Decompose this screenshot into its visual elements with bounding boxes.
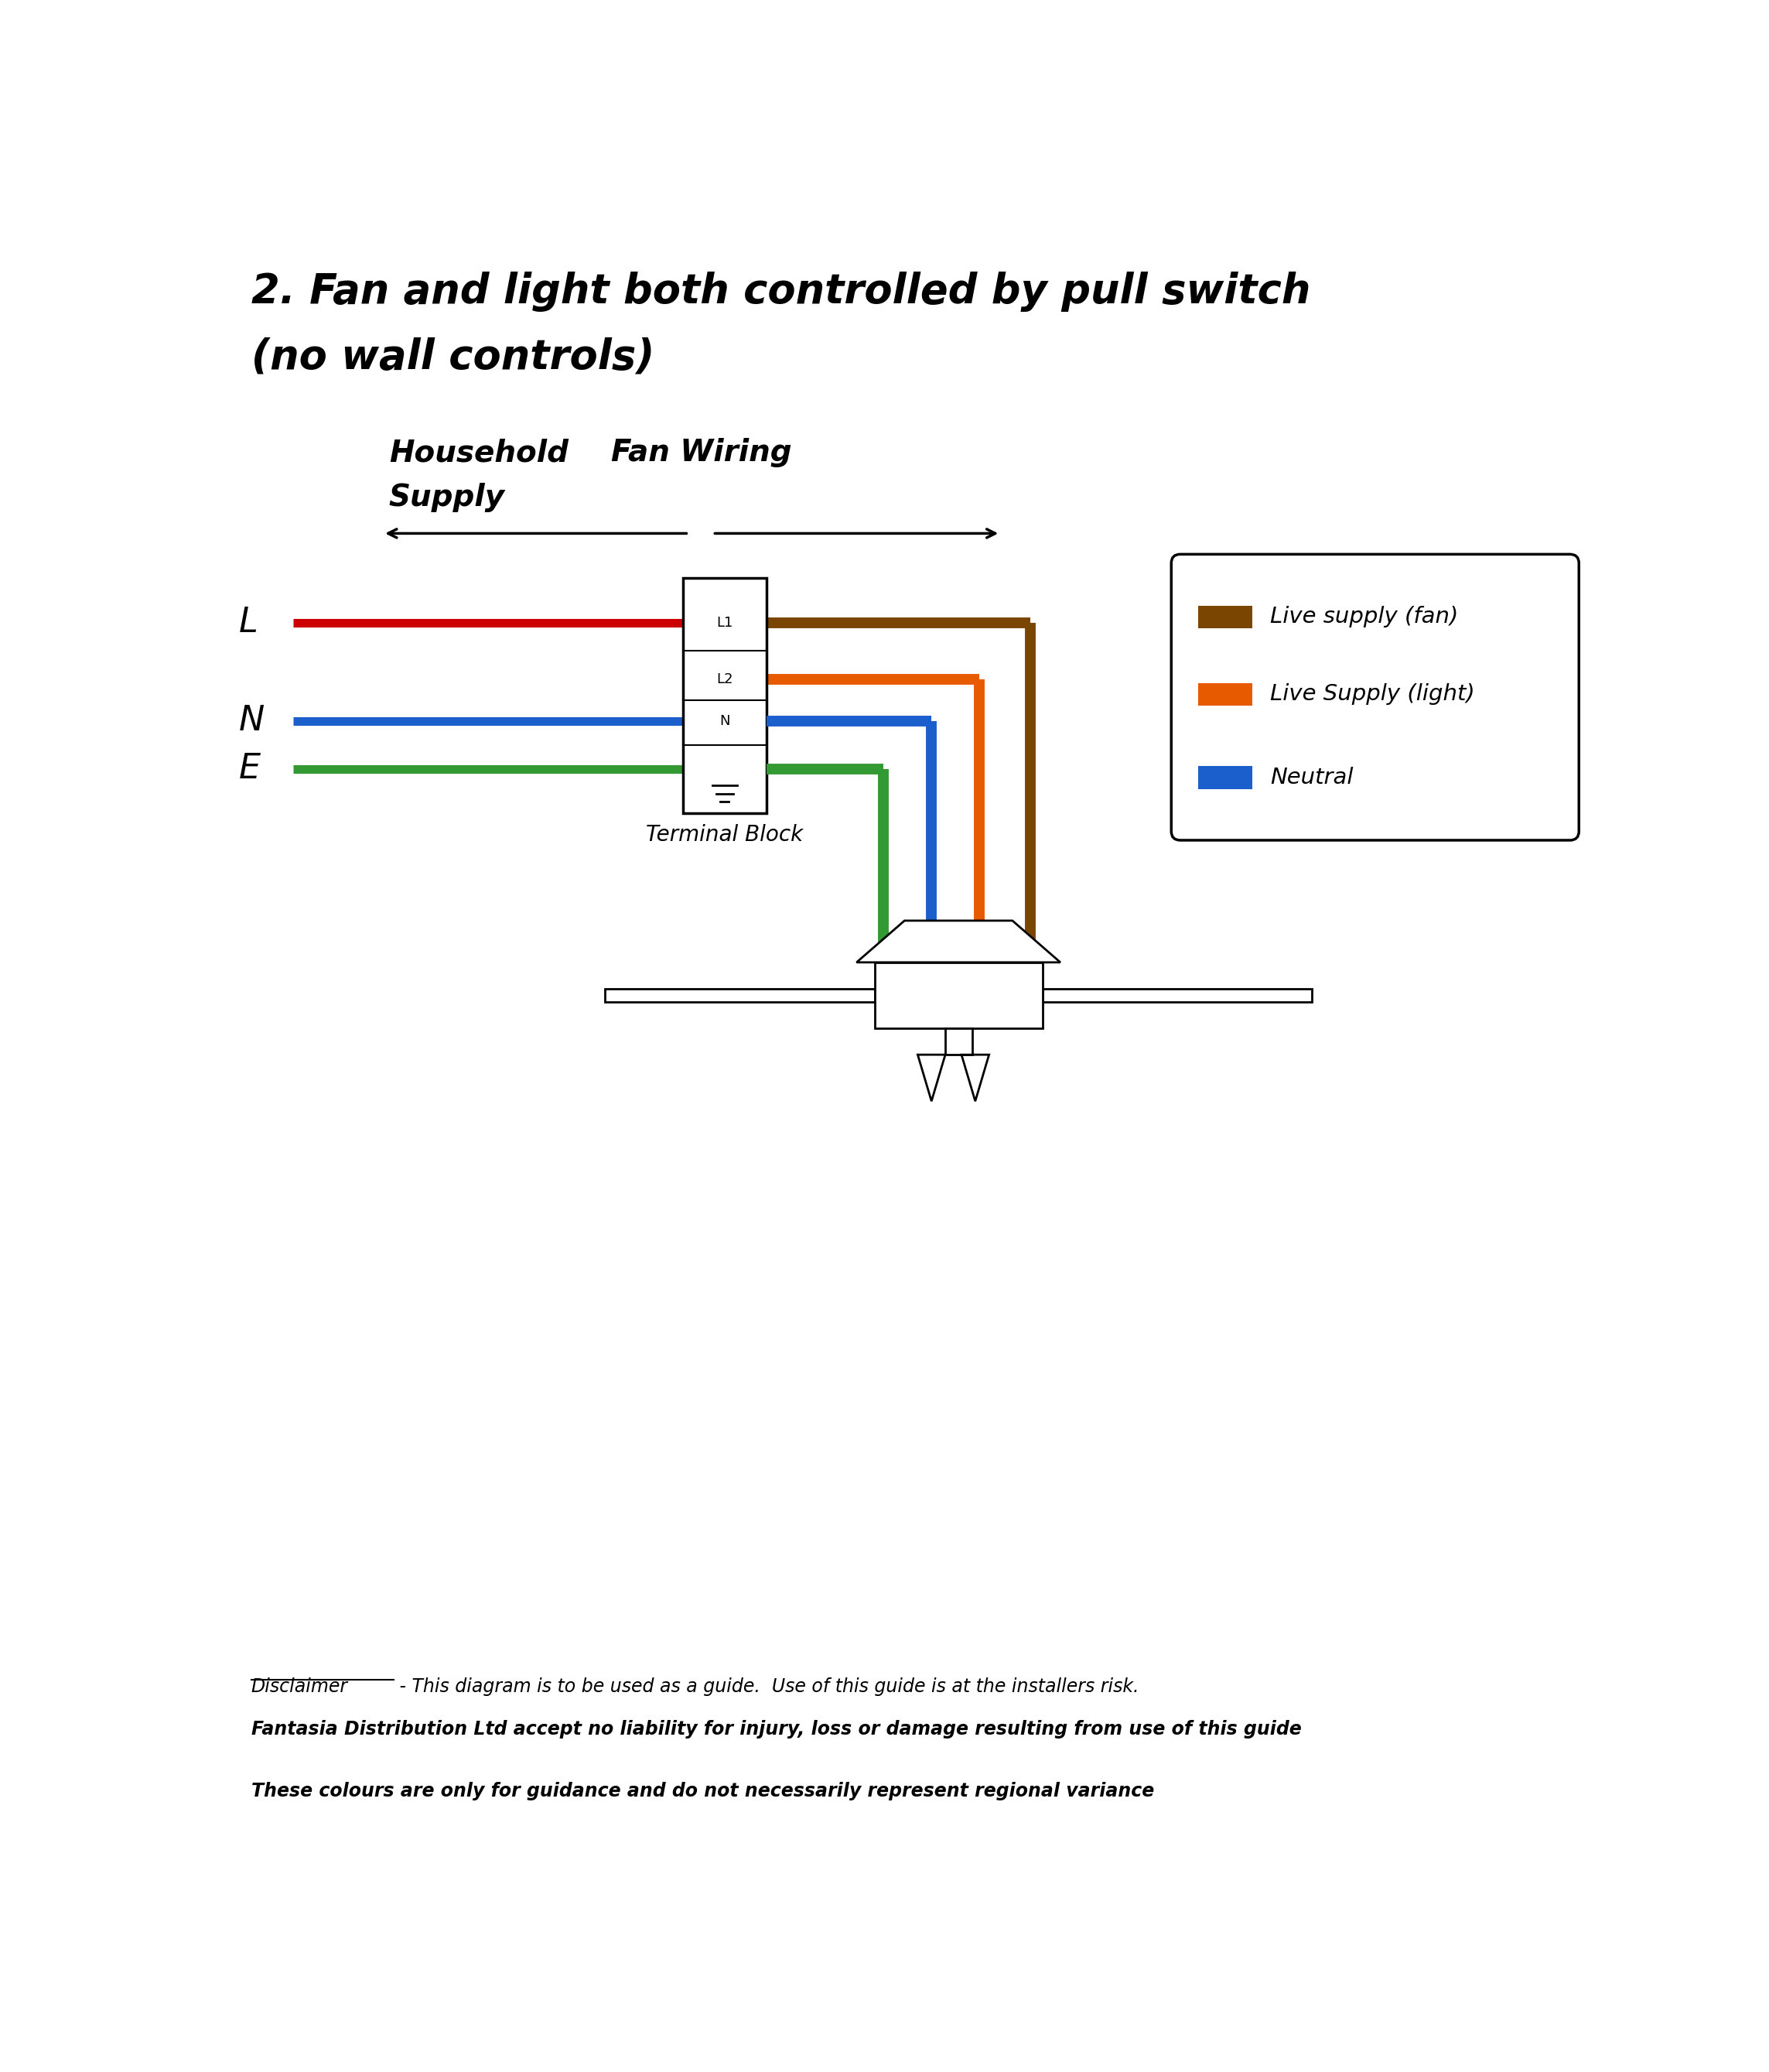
Text: L: L bbox=[239, 607, 258, 640]
Text: Live supply (fan): Live supply (fan) bbox=[1270, 605, 1458, 628]
Text: Neutral: Neutral bbox=[1270, 767, 1353, 789]
Text: E: E bbox=[239, 752, 260, 785]
Bar bbox=[605, 988, 874, 1001]
Text: L2: L2 bbox=[716, 673, 732, 686]
Text: N: N bbox=[239, 704, 265, 738]
Text: 2. Fan and light both controlled by pull switch: 2. Fan and light both controlled by pull… bbox=[251, 271, 1311, 311]
Text: Live Supply (light): Live Supply (light) bbox=[1270, 684, 1475, 704]
Text: (no wall controls): (no wall controls) bbox=[251, 338, 655, 377]
Bar bbox=[874, 961, 1042, 1028]
Text: These colours are only for guidance and do not necessarily represent regional va: These colours are only for guidance and … bbox=[251, 1782, 1153, 1801]
Text: Fantasia Distribution Ltd accept no liability for injury, loss or damage resulti: Fantasia Distribution Ltd accept no liab… bbox=[251, 1720, 1302, 1738]
Text: Disclaimer: Disclaimer bbox=[251, 1676, 348, 1695]
Bar bbox=[1042, 988, 1313, 1001]
Text: Fan Wiring: Fan Wiring bbox=[610, 437, 791, 468]
Polygon shape bbox=[856, 920, 1060, 961]
Text: - This diagram is to be used as a guide.  Use of this guide is at the installers: - This diagram is to be used as a guide.… bbox=[394, 1676, 1139, 1695]
Bar bbox=[1198, 684, 1252, 707]
Bar bbox=[1198, 605, 1252, 628]
FancyBboxPatch shape bbox=[1171, 555, 1580, 841]
Bar bbox=[683, 578, 766, 814]
Bar bbox=[1198, 767, 1252, 789]
Text: N: N bbox=[720, 715, 731, 727]
Bar bbox=[945, 1028, 971, 1055]
Text: Terminal Block: Terminal Block bbox=[646, 825, 803, 845]
Text: Household: Household bbox=[389, 437, 568, 468]
Text: Supply: Supply bbox=[389, 483, 506, 512]
Text: L1: L1 bbox=[716, 615, 732, 630]
